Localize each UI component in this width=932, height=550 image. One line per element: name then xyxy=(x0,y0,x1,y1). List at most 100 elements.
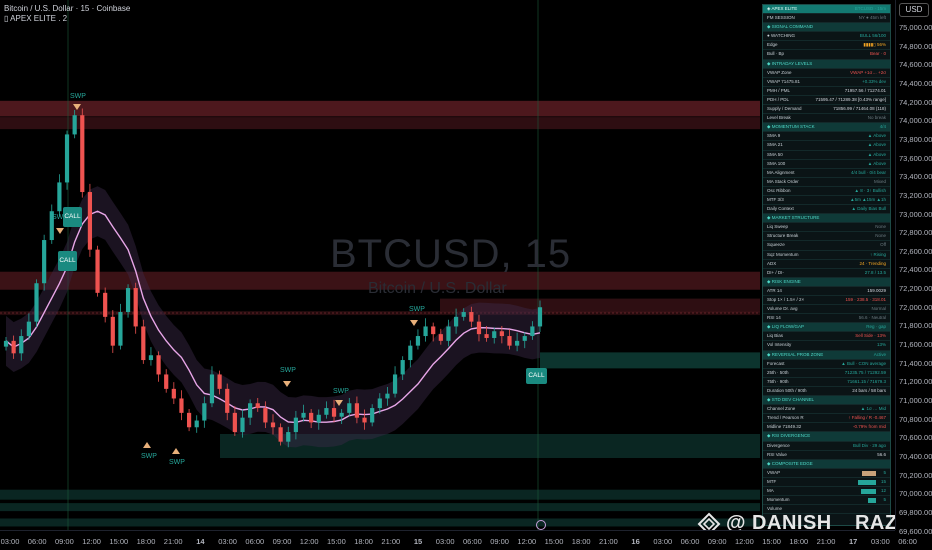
call-signal[interactable]: CALL xyxy=(526,368,547,384)
panel-row-label: ◆ STD DEV CHANNEL xyxy=(767,397,814,403)
panel-row-value: Bear · 0 xyxy=(869,51,886,57)
panel-row-value: Bull Div · 29 ago xyxy=(852,442,886,448)
call-signal[interactable]: CALL xyxy=(58,251,77,271)
candle-body xyxy=(392,374,398,394)
panel-row-value: 56.6 · Neutral xyxy=(858,315,886,321)
panel-row-value: 5 xyxy=(883,469,886,475)
panel-row-value: Normal xyxy=(871,306,886,312)
candle-body xyxy=(309,412,314,423)
price-tick: 72,600.00 xyxy=(899,246,932,256)
panel-row-value: ▲5m ▲15m ▲1h xyxy=(850,196,886,202)
panel-row-value: 56.6 xyxy=(877,451,886,457)
panel-row: RSI 14 56.6 · Neutral xyxy=(763,314,890,324)
price-tick: 71,800.00 xyxy=(899,321,932,331)
panel-row-label: Volume Dr. avg xyxy=(767,306,798,312)
candle-body xyxy=(80,115,85,193)
panel-row-label: Divergence xyxy=(767,442,790,448)
author-credit: @ DANISH__RAZA xyxy=(726,512,895,530)
candle-body xyxy=(209,374,215,404)
price-tick: 69,600.00 xyxy=(899,526,932,536)
sweep-label: SWP xyxy=(169,459,185,466)
price-tick: 73,400.00 xyxy=(899,172,932,182)
panel-row-label: MA xyxy=(767,487,774,493)
panel-row: Duration 50th / 90th 24 bars / 58 bars xyxy=(763,387,890,397)
panel-row-label: FM SESSION xyxy=(767,15,795,21)
candle-body xyxy=(286,432,291,442)
panel-row-label: PMH / PML xyxy=(767,87,791,93)
time-tick: 06:00 xyxy=(898,537,917,546)
time-tick: 03:00 xyxy=(218,537,237,546)
panel-row-value: ▲ Above xyxy=(867,142,886,148)
price-chart[interactable] xyxy=(0,0,895,530)
credit-logo-icon xyxy=(697,512,721,530)
candle-body xyxy=(248,403,253,418)
price-tick: 70,200.00 xyxy=(899,470,932,480)
panel-row: Structure Break None xyxy=(763,232,890,242)
candle-body xyxy=(133,288,138,327)
candle-body xyxy=(301,412,306,418)
panel-row-value: 27.8 / 13.5 xyxy=(864,269,886,275)
symbol-header[interactable]: Bitcoin / U.S. Dollar · 15 · Coinbase xyxy=(4,4,131,13)
candle-body xyxy=(537,307,543,327)
candle-body xyxy=(202,403,207,421)
candle-body xyxy=(499,331,504,337)
panel-row-label: MA Alignment xyxy=(767,169,795,175)
chart-area[interactable]: BTCUSD, 15 Bitcoin / U.S. Dollar Bitcoin… xyxy=(0,0,895,530)
panel-row-label: RSI 14 xyxy=(767,315,781,321)
time-tick: 12:00 xyxy=(517,537,537,546)
panel-row-label: Daily Context xyxy=(767,206,794,212)
panel-row: Divergence Bull Div · 29 ago xyxy=(763,442,890,451)
candle-body xyxy=(95,249,100,293)
panel-row-label: Structure Break xyxy=(767,233,799,239)
panel-row-label: Supply / Demand xyxy=(767,106,802,112)
call-signal[interactable]: CALL xyxy=(63,207,82,227)
candle-body xyxy=(522,336,527,341)
symbol-name-watermark: Bitcoin / U.S. Dollar xyxy=(368,280,507,297)
sweep-triangle-icon xyxy=(335,400,343,406)
sweep-label: SWP xyxy=(333,388,349,395)
sweep-triangle-icon xyxy=(73,104,81,110)
panel-row: Trend / Pearson R ↑ Falling / R -0.467 xyxy=(763,414,890,424)
panel-row-value: 71235.75 / 71292.59 xyxy=(844,369,886,375)
panel-row-label: Midline 71849.32 xyxy=(767,424,802,430)
panel-row-label: VWAP Zone xyxy=(767,69,792,75)
candle-body xyxy=(103,292,108,317)
price-tick: 74,200.00 xyxy=(899,97,932,107)
sweep-triangle-icon xyxy=(410,320,418,326)
time-tick: 15:00 xyxy=(109,537,129,546)
candle-body xyxy=(34,283,39,322)
panel-row-label: Channel Zone xyxy=(767,406,796,412)
price-axis[interactable]: USD 75,000.00 74,800.00 74,600.00 74,400.00… xyxy=(895,0,932,536)
panel-row-label: Momentum xyxy=(767,497,790,503)
price-tick: 75,000.00 xyxy=(899,23,932,32)
supply-zone xyxy=(440,298,760,313)
candle-body xyxy=(171,388,176,399)
candle-body xyxy=(270,422,276,428)
time-tick: 09:00 xyxy=(55,537,74,546)
candle-body xyxy=(446,326,451,341)
panel-title: ◈ APEX ELITE BTCUSD · 15m xyxy=(763,5,890,15)
indicator-legend[interactable]: ▯ APEX ELITE . 2 xyxy=(4,14,68,23)
time-axis[interactable]: 03:00 06:00 09:00 12:00 15:00 18:00 21:00 14 03:… xyxy=(0,530,917,550)
panel-row-label: SMA 9 xyxy=(767,133,781,139)
candle-body xyxy=(148,355,154,361)
sweep-label: SWP xyxy=(52,214,68,221)
panel-row-label: Osc Ribbon xyxy=(767,187,791,193)
panel-row-label: Squeeze xyxy=(767,242,785,248)
price-tick: 74,800.00 xyxy=(899,41,932,51)
price-tick: 74,000.00 xyxy=(899,116,932,126)
panel-row: Volume Dr. avg Normal xyxy=(763,305,890,315)
time-tick: 21:00 xyxy=(381,537,401,546)
panel-row-label: Edge xyxy=(767,42,778,48)
time-tick: 09:00 xyxy=(490,537,509,546)
panel-row-label: ◈ APEX ELITE xyxy=(767,6,798,11)
supply-zone xyxy=(0,271,760,290)
panel-row-value: Sell Side · 13% xyxy=(855,333,886,339)
candle-body xyxy=(11,340,16,354)
currency-selector[interactable]: USD xyxy=(899,3,929,17)
panel-row: 75th · 90th 71661.15 / 71679.3 xyxy=(763,378,890,387)
price-tick: 72,000.00 xyxy=(899,302,932,312)
panel-row: MA Alignment 4/4 bull · 0/4 bear xyxy=(763,169,890,178)
panel-row-value: 24 · Trending xyxy=(859,260,886,266)
panel-row-label: PDH / PDL xyxy=(767,96,790,102)
